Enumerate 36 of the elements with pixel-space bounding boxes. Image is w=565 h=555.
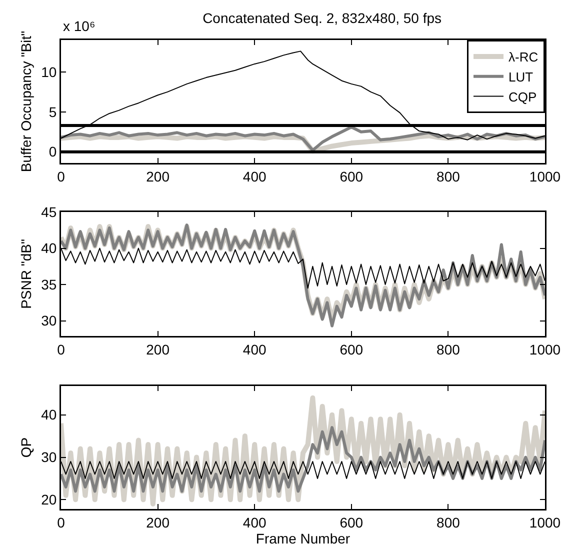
x-tick-label: 600 [340,341,364,358]
x-tick-label: 400 [242,168,266,184]
y-axis-title: PSNR "dB" [18,239,34,309]
x-tick-label: 600 [340,514,364,530]
y-axis-title: Buffer Occupancy "Bit" [18,30,34,172]
x-tick-label: 800 [436,514,460,530]
text: x 10⁶ [63,18,96,34]
x-tick-label: 800 [436,341,460,358]
x-tick-label: 200 [146,514,170,530]
y-tick-label: 30 [41,449,57,466]
x-tick-label: 200 [146,341,170,358]
legend-label: CQP [508,89,537,104]
y-tick-label: 40 [41,240,57,256]
x-tick-label: 1000 [529,514,561,530]
x-tick-label: 1000 [529,168,561,184]
line-series [61,126,545,152]
y-tick-label: 0 [48,144,57,160]
x-tick-label: 400 [242,514,266,530]
y-axis-title: QP [18,437,34,458]
chart-title: Concatenated Seq. 2, 832x480, 50 fps [202,10,442,26]
y-tick-label: 20 [41,492,57,508]
x-tick-label: 400 [242,341,266,358]
y-tick-label: 10 [41,64,57,80]
y-tick-label: 45 [41,204,57,220]
y-tick-label: 40 [41,406,57,423]
y-tick-label: 30 [41,312,57,329]
legend-label: λ-RC [508,50,538,65]
x-tick-label: 200 [146,168,170,184]
y-tick-label: 35 [41,276,57,292]
line-series [61,426,545,493]
x-axis-title: Frame Number [256,530,350,546]
y-tick-label: 5 [48,104,57,120]
x-tick-label: 600 [340,168,364,184]
legend-label: LUT [508,69,534,84]
x-tick-label: 1000 [529,341,561,358]
x-tick-label: 800 [436,168,460,184]
